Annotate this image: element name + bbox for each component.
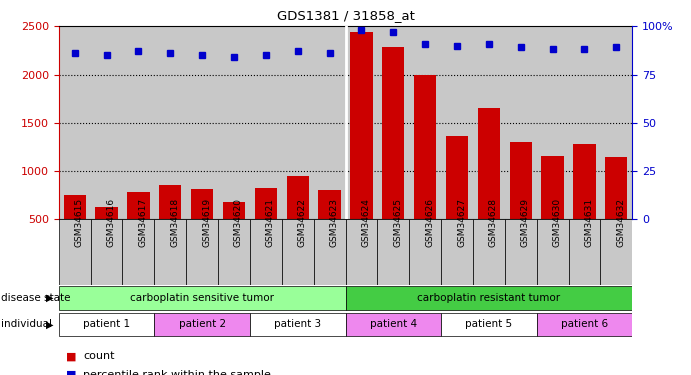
Text: disease state: disease state: [1, 293, 71, 303]
Bar: [505, 219, 537, 285]
Bar: [346, 219, 377, 285]
Bar: [154, 219, 186, 285]
Bar: [159, 185, 182, 268]
Text: GSM34615: GSM34615: [75, 198, 84, 247]
Bar: [287, 176, 309, 268]
Bar: [64, 195, 86, 268]
Bar: [569, 219, 600, 285]
Text: patient 1: patient 1: [83, 320, 130, 329]
Bar: [122, 219, 154, 285]
Text: GSM34630: GSM34630: [553, 198, 562, 247]
Bar: [154, 313, 250, 336]
Bar: [542, 156, 564, 268]
Bar: [537, 313, 632, 336]
Text: GSM34632: GSM34632: [616, 198, 625, 247]
Bar: [473, 219, 505, 285]
Bar: [477, 108, 500, 268]
Bar: [441, 219, 473, 285]
Text: ▶: ▶: [46, 293, 54, 303]
Bar: [409, 219, 441, 285]
Text: patient 6: patient 6: [561, 320, 608, 329]
Text: GSM34628: GSM34628: [489, 198, 498, 247]
Bar: [250, 219, 282, 285]
Bar: [59, 313, 154, 336]
Bar: [255, 189, 277, 268]
Bar: [319, 190, 341, 268]
Text: GSM34626: GSM34626: [425, 198, 434, 247]
Text: count: count: [83, 351, 115, 361]
Bar: [346, 313, 441, 336]
Bar: [59, 219, 91, 285]
Text: GSM34627: GSM34627: [457, 198, 466, 247]
Text: GSM34623: GSM34623: [330, 198, 339, 247]
Bar: [605, 157, 627, 268]
Text: GSM34631: GSM34631: [585, 198, 594, 247]
Text: patient 2: patient 2: [178, 320, 226, 329]
Bar: [91, 219, 122, 285]
Bar: [282, 219, 314, 285]
Text: individual: individual: [1, 320, 53, 329]
Bar: [223, 202, 245, 268]
Bar: [441, 313, 537, 336]
Bar: [600, 219, 632, 285]
Text: GSM34617: GSM34617: [138, 198, 147, 247]
Text: ■: ■: [66, 370, 76, 375]
Text: carboplatin sensitive tumor: carboplatin sensitive tumor: [130, 293, 274, 303]
Bar: [446, 136, 468, 268]
Text: GSM34618: GSM34618: [170, 198, 179, 247]
Bar: [314, 219, 346, 285]
Bar: [382, 48, 404, 268]
Bar: [186, 219, 218, 285]
Bar: [250, 313, 346, 336]
Text: ■: ■: [66, 351, 76, 361]
Text: GSM34622: GSM34622: [298, 198, 307, 247]
Bar: [350, 32, 372, 268]
Bar: [377, 219, 409, 285]
Text: GSM34621: GSM34621: [266, 198, 275, 247]
Bar: [537, 219, 569, 285]
Text: percentile rank within the sample: percentile rank within the sample: [83, 370, 271, 375]
Text: patient 3: patient 3: [274, 320, 321, 329]
Bar: [574, 144, 596, 268]
Text: GSM34619: GSM34619: [202, 198, 211, 247]
Text: patient 5: patient 5: [465, 320, 513, 329]
Text: patient 4: patient 4: [370, 320, 417, 329]
Text: GSM34616: GSM34616: [106, 198, 115, 247]
Bar: [191, 189, 214, 268]
Bar: [509, 142, 532, 268]
Bar: [414, 75, 436, 268]
Text: GSM34620: GSM34620: [234, 198, 243, 247]
Text: GSM34624: GSM34624: [361, 198, 370, 247]
Bar: [218, 219, 250, 285]
Bar: [59, 286, 346, 310]
Bar: [95, 207, 117, 268]
Text: GSM34625: GSM34625: [393, 198, 402, 247]
Text: ▶: ▶: [46, 320, 54, 329]
Bar: [127, 192, 149, 268]
Text: GDS1381 / 31858_at: GDS1381 / 31858_at: [276, 9, 415, 22]
Text: carboplatin resistant tumor: carboplatin resistant tumor: [417, 293, 560, 303]
Text: GSM34629: GSM34629: [521, 198, 530, 247]
Bar: [346, 286, 632, 310]
